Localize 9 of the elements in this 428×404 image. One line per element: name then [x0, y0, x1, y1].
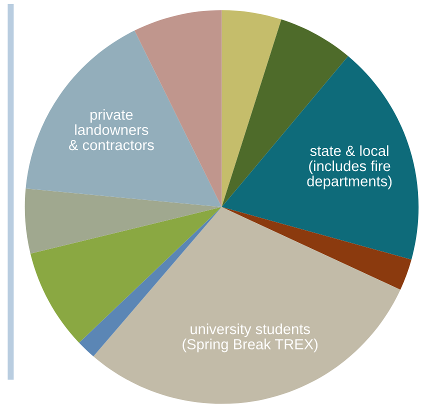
pie-slice: [93, 207, 400, 404]
pie-slice: [26, 30, 222, 208]
pie-slice: [222, 10, 282, 208]
slice-label: state & local (includes fire departments): [307, 145, 392, 190]
pie-slice: [222, 207, 412, 290]
pie-slice: [24, 188, 222, 254]
slice-label: private landowners & contractors: [69, 109, 154, 150]
slice-label: university students (Spring Break TREX): [182, 324, 318, 352]
pie-slice: [222, 56, 419, 260]
